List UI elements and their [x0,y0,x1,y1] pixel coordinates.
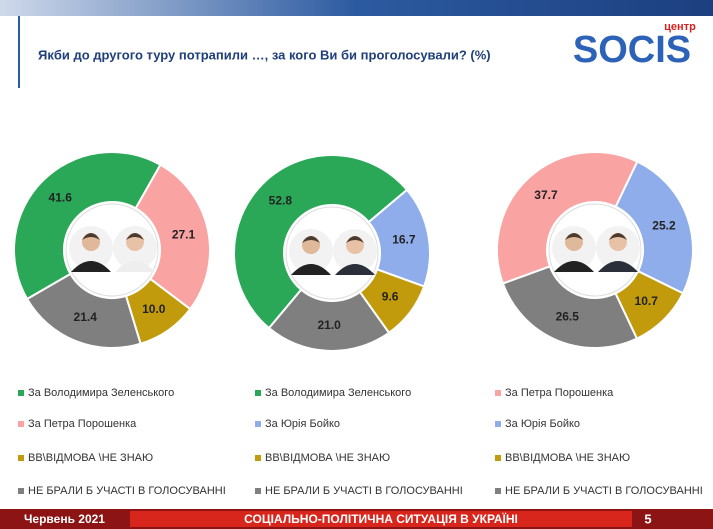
charts: 41.6 За Володимира Зеленського 27.1 За Петр… [13,151,703,497]
data-label: 21.4 [74,310,98,324]
data-label: 16.7 [392,232,416,246]
photo-hair [346,236,364,243]
photo-body [554,261,594,272]
data-label: 27.1 [172,227,196,241]
footer-center [130,511,632,527]
data-label: 52.8 [269,194,293,208]
donut-segment [233,154,409,330]
photo-body [115,261,155,272]
logo-small: центр [664,21,696,33]
legend-swatch [18,488,24,494]
legend-label: За Володимира Зеленського [265,387,411,399]
legend-swatch [18,421,24,427]
legend-label: ВВ\ВІДМОВА \НЕ ЗНАЮ [265,452,390,464]
legend-swatch [495,421,501,427]
title: Якби до другого туру потрапили …, за ког… [38,47,491,62]
data-label: 25.2 [652,218,676,232]
data-label: 9.6 [382,289,399,303]
data-label: 10.7 [635,294,659,308]
legend-swatch [495,390,501,396]
data-label: 37.7 [534,188,558,202]
photo-hair [126,233,144,240]
donut-segment [267,288,391,352]
footer-title: СОЦІАЛЬНО-ПОЛІТИЧНА СИТУАЦІЯ В УКРАЇНІ [244,511,518,526]
donut-segment [25,272,142,349]
photo-body [598,261,638,272]
legend-label: За Володимира Зеленського [28,387,174,399]
legend-swatch [495,455,501,461]
photo-body [335,264,375,275]
photo-hair [302,236,320,243]
legend-swatch [255,421,261,427]
data-label: 26.5 [556,310,580,324]
legend-label: НЕ БРАЛИ Б УЧАСТІ В ГОЛОСУВАННІ [505,485,703,497]
legend-label: НЕ БРАЛИ Б УЧАСТІ В ГОЛОСУВАННІ [265,485,463,497]
photo-hair [609,233,627,240]
legend-label: За Юрія Бойко [265,418,340,430]
data-label: 21.0 [317,318,341,332]
legend-label: За Петра Порошенка [28,418,137,430]
donut-segment [13,151,162,301]
photo-body [71,261,111,272]
header-bar [0,0,713,16]
donut-segment [501,265,639,349]
legend-swatch [18,390,24,396]
data-label: 10.0 [142,302,166,316]
legend-label: НЕ БРАЛИ Б УЧАСТІ В ГОЛОСУВАННІ [28,485,226,497]
legend-swatch [255,455,261,461]
donut-segment [496,151,639,285]
legend-swatch [18,455,24,461]
legend-label: За Петра Порошенка [505,387,614,399]
legend-label: За Юрія Бойко [505,418,580,430]
footer-date: Червень 2021 [24,512,105,526]
photo-hair [82,233,100,240]
logo: SOCIS [573,29,691,71]
legend-label: ВВ\ВІДМОВА \НЕ ЗНАЮ [505,452,630,464]
page-number: 5 [644,511,651,526]
legend-swatch [255,390,261,396]
data-label: 41.6 [49,191,73,205]
header-rule [18,16,20,88]
photo-hair [565,233,583,240]
donut-segment [614,160,694,295]
legend-swatch [495,488,501,494]
photo-body [291,264,331,275]
legend-label: ВВ\ВІДМОВА \НЕ ЗНАЮ [28,452,153,464]
donut-segment [134,163,211,311]
legend-swatch [255,488,261,494]
